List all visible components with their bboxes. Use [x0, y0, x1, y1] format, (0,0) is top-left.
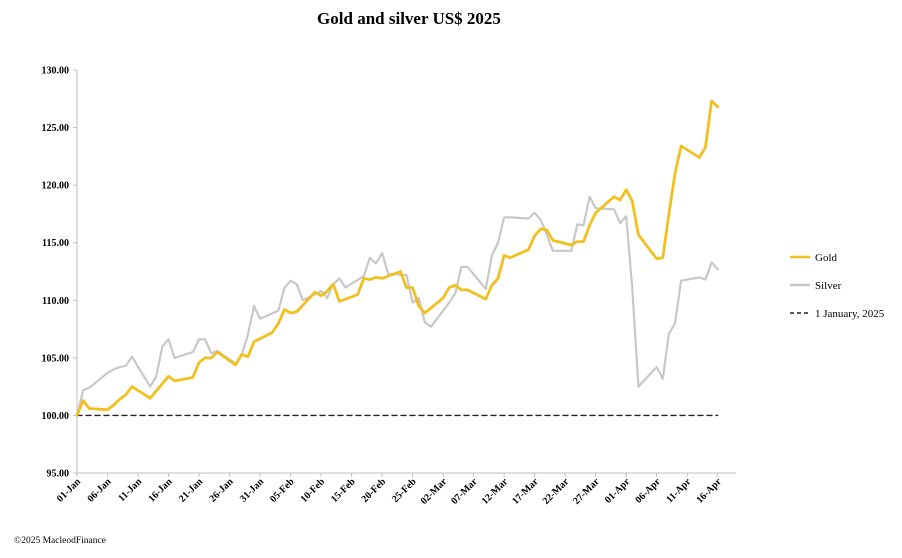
y-tick-label: 110.00	[42, 296, 69, 307]
y-tick-label: 125.00	[42, 123, 70, 134]
x-tick-label: 12-Mar	[480, 476, 511, 507]
series-line-silver	[75, 195, 719, 417]
x-tick-label: 05-Feb	[268, 476, 297, 505]
x-tick-label: 16-Jan	[146, 476, 175, 505]
legend: Gold Silver 1 January, 2025	[790, 252, 885, 320]
y-tick-label: 105.00	[42, 353, 70, 364]
x-tick-label: 01-Apr	[603, 476, 633, 506]
y-tick-label: 95.00	[47, 469, 70, 480]
x-tick-label: 11-Apr	[664, 476, 693, 505]
plot-area	[75, 99, 720, 417]
y-tick-label: 115.00	[42, 238, 69, 249]
x-tick-label: 17-Mar	[510, 476, 541, 507]
x-tick-label: 06-Jan	[85, 476, 114, 505]
y-tick-label: 120.00	[42, 181, 70, 192]
legend-label: Silver	[815, 280, 842, 292]
x-tick-label: 16-Apr	[694, 476, 724, 506]
x-tick-label: 25-Feb	[390, 476, 419, 505]
series-line-gold	[75, 99, 720, 417]
x-tick-label: 01-Jan	[55, 476, 84, 505]
x-tick-label: 02-Mar	[419, 476, 450, 507]
x-tick-label: 31-Jan	[238, 476, 267, 505]
x-tick-label: 15-Feb	[329, 476, 358, 505]
x-tick-label: 07-Mar	[449, 476, 480, 507]
x-tick-label: 11-Jan	[116, 476, 144, 504]
x-tick-label: 20-Feb	[360, 476, 389, 505]
x-tick-label: 10-Feb	[299, 476, 328, 505]
x-tick-label: 26-Jan	[207, 476, 236, 505]
x-tick-label: 06-Apr	[633, 476, 663, 506]
x-tick-label: 22-Mar	[541, 476, 572, 507]
x-tick-label: 27-Mar	[571, 476, 602, 507]
legend-label: 1 January, 2025	[815, 308, 885, 320]
y-tick-label: 100.00	[42, 411, 70, 422]
copyright-footer: ©2025 MacleodFinance	[14, 535, 106, 546]
legend-label: Gold	[815, 252, 838, 264]
y-tick-label: 130.00	[42, 66, 70, 77]
chart-title: Gold and silver US$ 2025	[317, 9, 501, 28]
x-tick-label: 21-Jan	[177, 476, 206, 505]
